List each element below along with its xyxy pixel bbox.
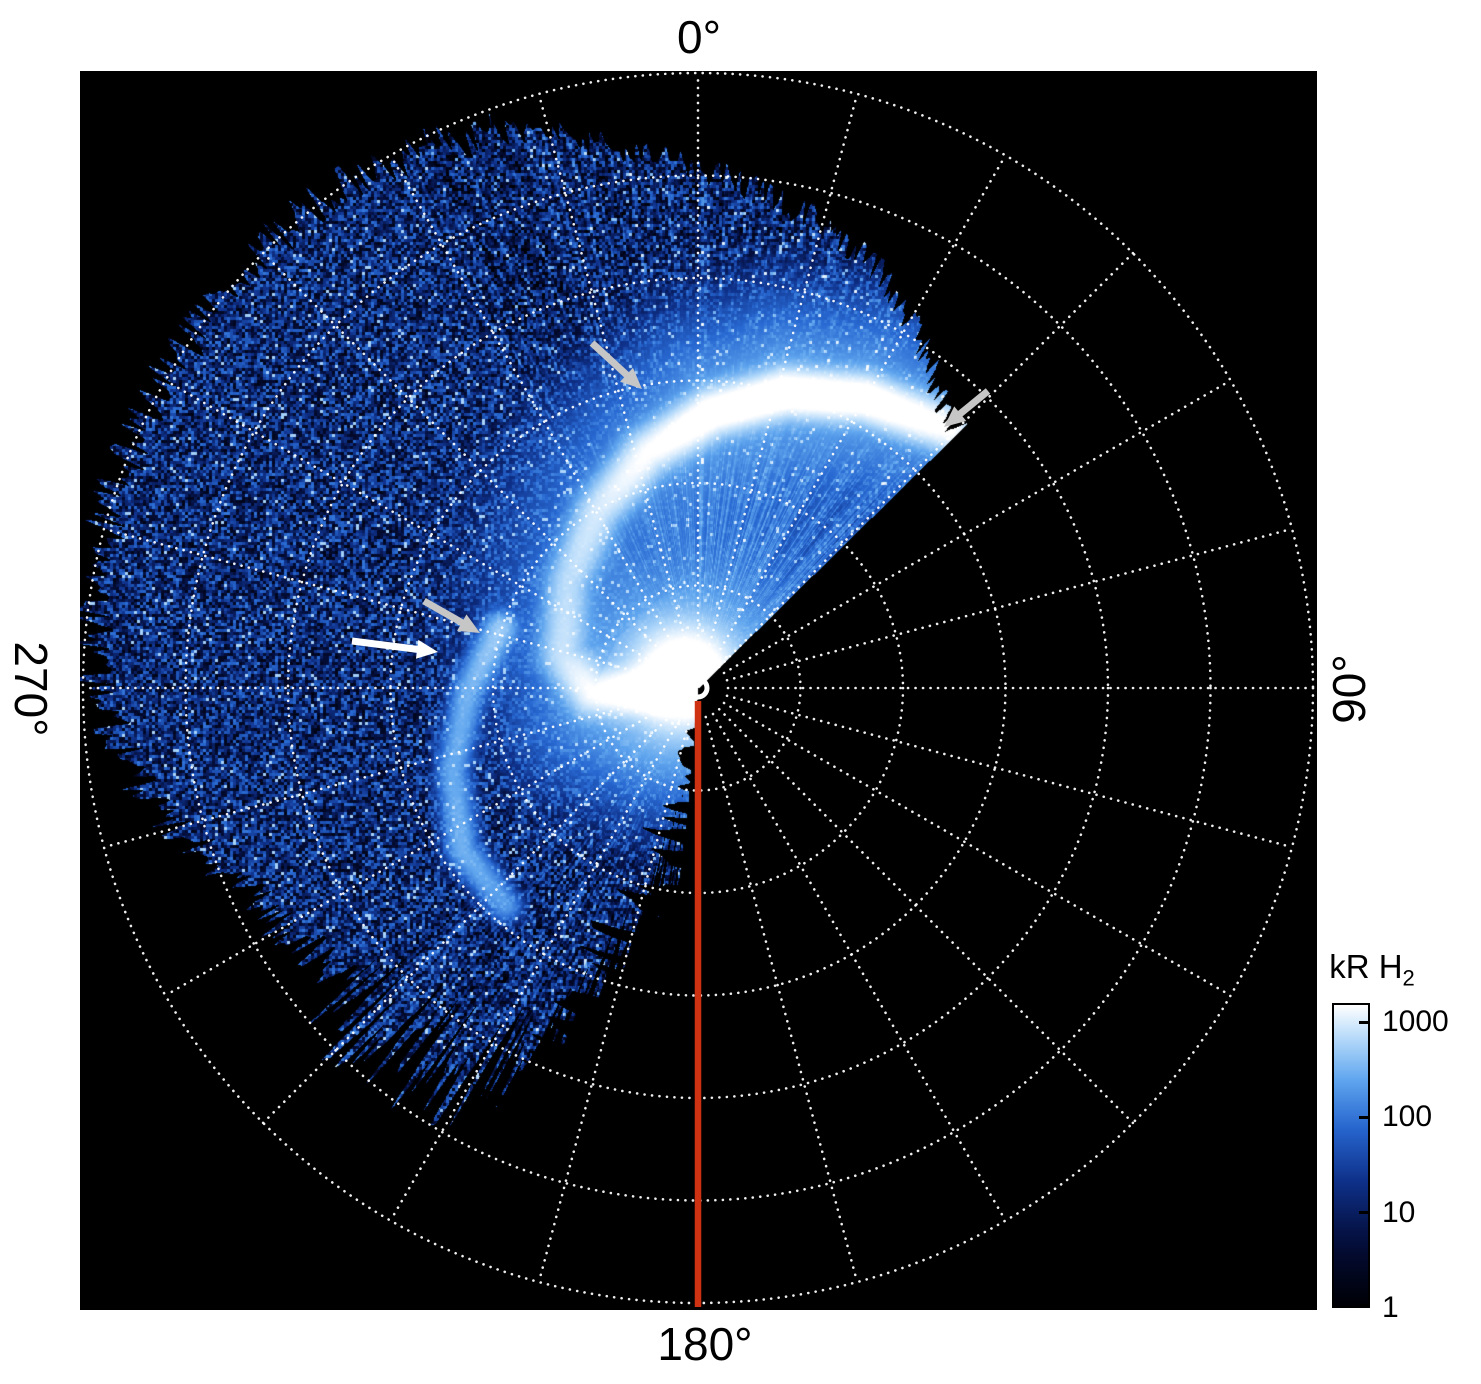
colorbar-tick [1359, 1211, 1368, 1215]
colorbar-tick-label: 100 [1382, 1100, 1433, 1134]
grid-spoke [704, 715, 859, 1284]
grid-spoke [261, 251, 679, 669]
grid-spoke [711, 712, 1007, 1222]
colorbar-title-subscript: 2 [1402, 965, 1415, 991]
grid-spoke [711, 154, 1007, 664]
grid-spoke [389, 712, 685, 1222]
grid-spoke [389, 154, 685, 664]
angle-label-0: 0° [677, 11, 721, 63]
colorbar-title: kR H2 [1329, 948, 1415, 992]
annotation-arrow [422, 597, 471, 630]
grid-spoke [102, 694, 671, 849]
colorbar-tick [1359, 1303, 1368, 1307]
grid-ring [81, 71, 1315, 1305]
grid-spoke [102, 527, 671, 682]
annotation-arrowhead [457, 614, 480, 633]
grid-spoke [704, 92, 859, 661]
grid-spoke [725, 527, 1294, 682]
grid-ring [184, 174, 1212, 1202]
grid-spoke [717, 707, 1135, 1125]
grid-spoke [722, 379, 1232, 675]
colorbar-tick-label: 10 [1382, 1195, 1416, 1229]
grid-spoke [537, 715, 692, 1284]
colorbar-tick-label: 1 [1382, 1291, 1399, 1324]
grid-ring [594, 584, 802, 792]
angle-label-90: 90° [1323, 654, 1375, 724]
annotation-arrow [351, 637, 426, 654]
annotation-arrowhead [620, 367, 642, 389]
polar-plot-area [80, 71, 1317, 1310]
colorbar-tick-label: 1000 [1382, 1005, 1449, 1039]
colorbar-tick [1359, 1115, 1368, 1119]
colorbar-gradient [1332, 1003, 1370, 1308]
colorbar-tick [1359, 1020, 1368, 1024]
grid-spoke [722, 701, 1232, 997]
grid-overlay [81, 71, 1315, 1307]
grid-spoke [261, 707, 679, 1125]
grid-spoke [164, 701, 674, 997]
grid-spoke [725, 694, 1294, 849]
grid-spoke [164, 379, 674, 675]
annotation-arrowhead [944, 406, 967, 427]
pole-marker [686, 676, 710, 700]
annotation-arrowhead [415, 639, 438, 659]
grid-spoke [537, 92, 692, 661]
grid-spoke [717, 251, 1135, 669]
colorbar: kR H2 1000 100 10 1 [1329, 948, 1481, 1384]
angle-label-180: 180° [657, 1318, 753, 1370]
angle-label-270: 270° [5, 641, 57, 737]
colorbar-title-text: kR H [1329, 948, 1403, 985]
annotation-arrow [589, 340, 636, 384]
